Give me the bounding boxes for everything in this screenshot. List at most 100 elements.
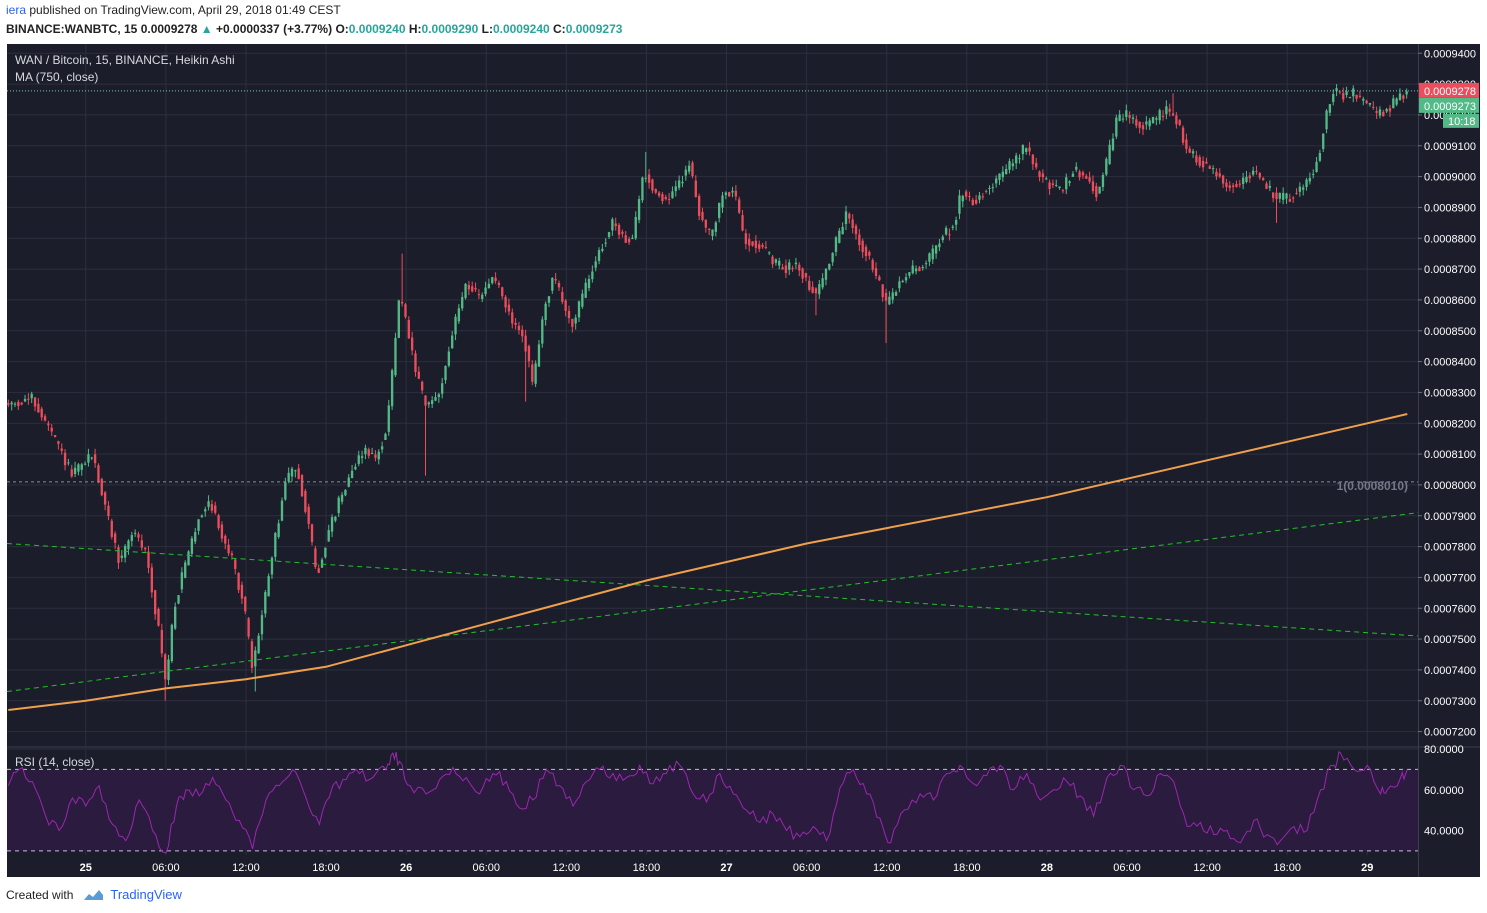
candle xyxy=(811,281,814,294)
candle-body xyxy=(791,268,794,270)
candle xyxy=(380,441,384,454)
candle-body xyxy=(344,489,347,496)
candle-body xyxy=(314,548,317,567)
candle-body xyxy=(80,464,83,470)
candle xyxy=(474,282,477,293)
candle xyxy=(1008,158,1011,174)
candle-body xyxy=(190,538,194,554)
candle-body xyxy=(754,240,758,248)
ma-indicator-label: MA (750, close) xyxy=(15,70,98,84)
candle xyxy=(781,263,784,270)
candle-body xyxy=(1171,113,1175,116)
candle-body xyxy=(995,178,998,184)
candle-body xyxy=(23,398,27,402)
candle-body xyxy=(320,559,324,568)
candle-body xyxy=(1138,121,1141,128)
candle-body xyxy=(524,335,527,352)
x-tick-label: 06:00 xyxy=(1113,862,1141,874)
candle-body xyxy=(968,196,971,198)
candle-body xyxy=(928,253,931,262)
candle xyxy=(544,301,547,326)
candle-body xyxy=(561,292,564,302)
candle xyxy=(964,189,968,200)
candle-body xyxy=(117,547,120,563)
candle-body xyxy=(944,227,948,235)
candle-body xyxy=(204,509,207,512)
candle-body xyxy=(1168,108,1171,112)
candle-body xyxy=(661,194,664,201)
candle-body xyxy=(788,262,791,270)
candle xyxy=(100,477,103,497)
candle-body xyxy=(1305,179,1308,188)
candle xyxy=(1358,90,1362,99)
candle-body xyxy=(120,555,123,559)
candle-body xyxy=(501,287,504,297)
author-link[interactable]: iera xyxy=(6,3,27,17)
candle xyxy=(390,368,394,410)
candle-body xyxy=(1055,185,1058,187)
candle xyxy=(200,514,204,518)
candle-body xyxy=(27,398,30,400)
candle-body xyxy=(527,345,531,362)
candle-body xyxy=(1325,110,1328,130)
candle-body xyxy=(177,595,180,604)
candle xyxy=(50,423,53,437)
candle-body xyxy=(1375,111,1378,113)
candle xyxy=(113,531,117,549)
candle xyxy=(244,595,247,615)
candle xyxy=(1215,168,1218,180)
candle-body xyxy=(848,213,851,219)
candle-body xyxy=(57,441,60,444)
candle xyxy=(848,212,851,224)
candle xyxy=(1195,150,1198,166)
candle-body xyxy=(1302,187,1305,190)
candle xyxy=(327,524,330,542)
candle xyxy=(407,316,410,339)
candle-body xyxy=(394,337,397,376)
candle-body xyxy=(7,403,10,405)
candle-body xyxy=(1098,186,1101,194)
candle-body xyxy=(1315,161,1318,173)
candle xyxy=(37,398,40,413)
candle xyxy=(267,573,270,597)
x-tick-label: 18:00 xyxy=(312,862,340,874)
candle xyxy=(611,217,614,236)
candle-body xyxy=(1118,114,1121,121)
candle-body xyxy=(187,551,190,566)
candle xyxy=(1191,148,1195,158)
candle xyxy=(350,464,354,479)
candle xyxy=(647,169,651,189)
candle xyxy=(1015,152,1018,170)
x-tick-label: 18:00 xyxy=(953,862,981,874)
candle xyxy=(234,558,237,575)
candle xyxy=(1011,159,1015,171)
candle-body xyxy=(844,211,848,224)
candle xyxy=(1325,109,1328,134)
candle-body xyxy=(1295,193,1298,195)
tradingview-link[interactable]: TradingView xyxy=(81,887,182,902)
candle xyxy=(1405,88,1408,99)
candle xyxy=(1128,111,1131,124)
candle xyxy=(287,467,290,484)
y-tick-label: 0.0008000 xyxy=(1424,480,1476,492)
candle-body xyxy=(998,173,1001,180)
x-tick-label: 25 xyxy=(80,862,92,874)
candle xyxy=(831,252,834,266)
candle-body xyxy=(1091,181,1095,192)
candle xyxy=(864,244,868,262)
candle xyxy=(644,151,647,183)
candle xyxy=(1375,106,1378,119)
close-price-tag xyxy=(1419,97,1479,113)
candle xyxy=(971,197,974,206)
candle-body xyxy=(387,405,390,432)
candle-body xyxy=(1255,170,1258,172)
candle xyxy=(741,209,744,232)
candle xyxy=(851,214,854,234)
candle xyxy=(998,173,1001,185)
candle-body xyxy=(267,576,270,597)
candle-body xyxy=(70,469,73,477)
candle xyxy=(791,265,794,272)
candle xyxy=(841,222,844,235)
candle-body xyxy=(981,196,984,198)
